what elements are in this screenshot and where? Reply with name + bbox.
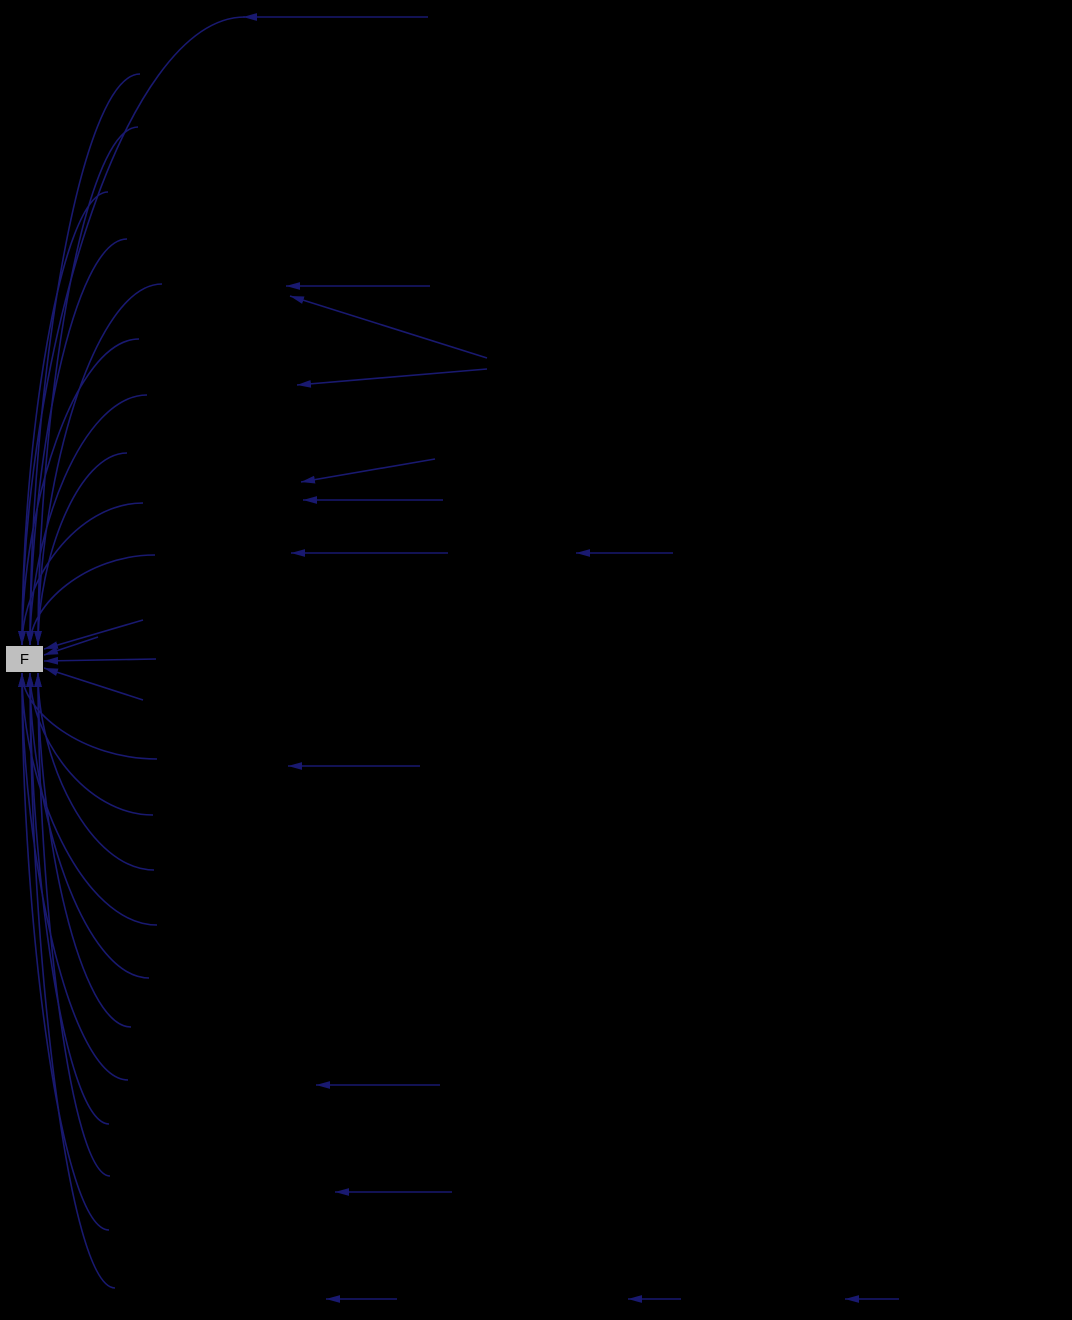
graph-edge	[34, 672, 132, 1028]
graph-edge	[26, 554, 156, 646]
graph-edge	[43, 667, 144, 701]
graph-edge	[300, 458, 436, 484]
graph-edge	[296, 368, 488, 388]
graph-edge	[18, 16, 246, 646]
graph-edge	[18, 672, 110, 1231]
graph-edge	[34, 126, 139, 646]
graph-edge	[43, 619, 144, 650]
graph-edge	[34, 672, 111, 1177]
graph-edge	[26, 672, 110, 1125]
graph-edge	[26, 672, 154, 816]
graph-edge	[26, 73, 141, 646]
graph-edge	[26, 672, 150, 979]
graph-edge	[18, 672, 158, 760]
graph-edge	[34, 672, 155, 871]
graph-edge	[34, 283, 163, 646]
graph-edge	[18, 191, 109, 646]
graph-edge	[34, 452, 128, 646]
graph-edge	[26, 672, 116, 1289]
graph-edge	[43, 636, 99, 656]
graph-edge	[43, 656, 157, 665]
graph-edge	[18, 502, 144, 646]
graph-edge	[18, 672, 158, 926]
graph-edge	[289, 295, 488, 359]
graph-edge	[26, 394, 148, 646]
graph-node-f-label: F	[19, 650, 30, 668]
graph-edge	[26, 238, 128, 646]
graph-node-f[interactable]: F	[5, 645, 44, 673]
graph-edge	[18, 338, 140, 646]
graph-edge	[18, 672, 129, 1081]
